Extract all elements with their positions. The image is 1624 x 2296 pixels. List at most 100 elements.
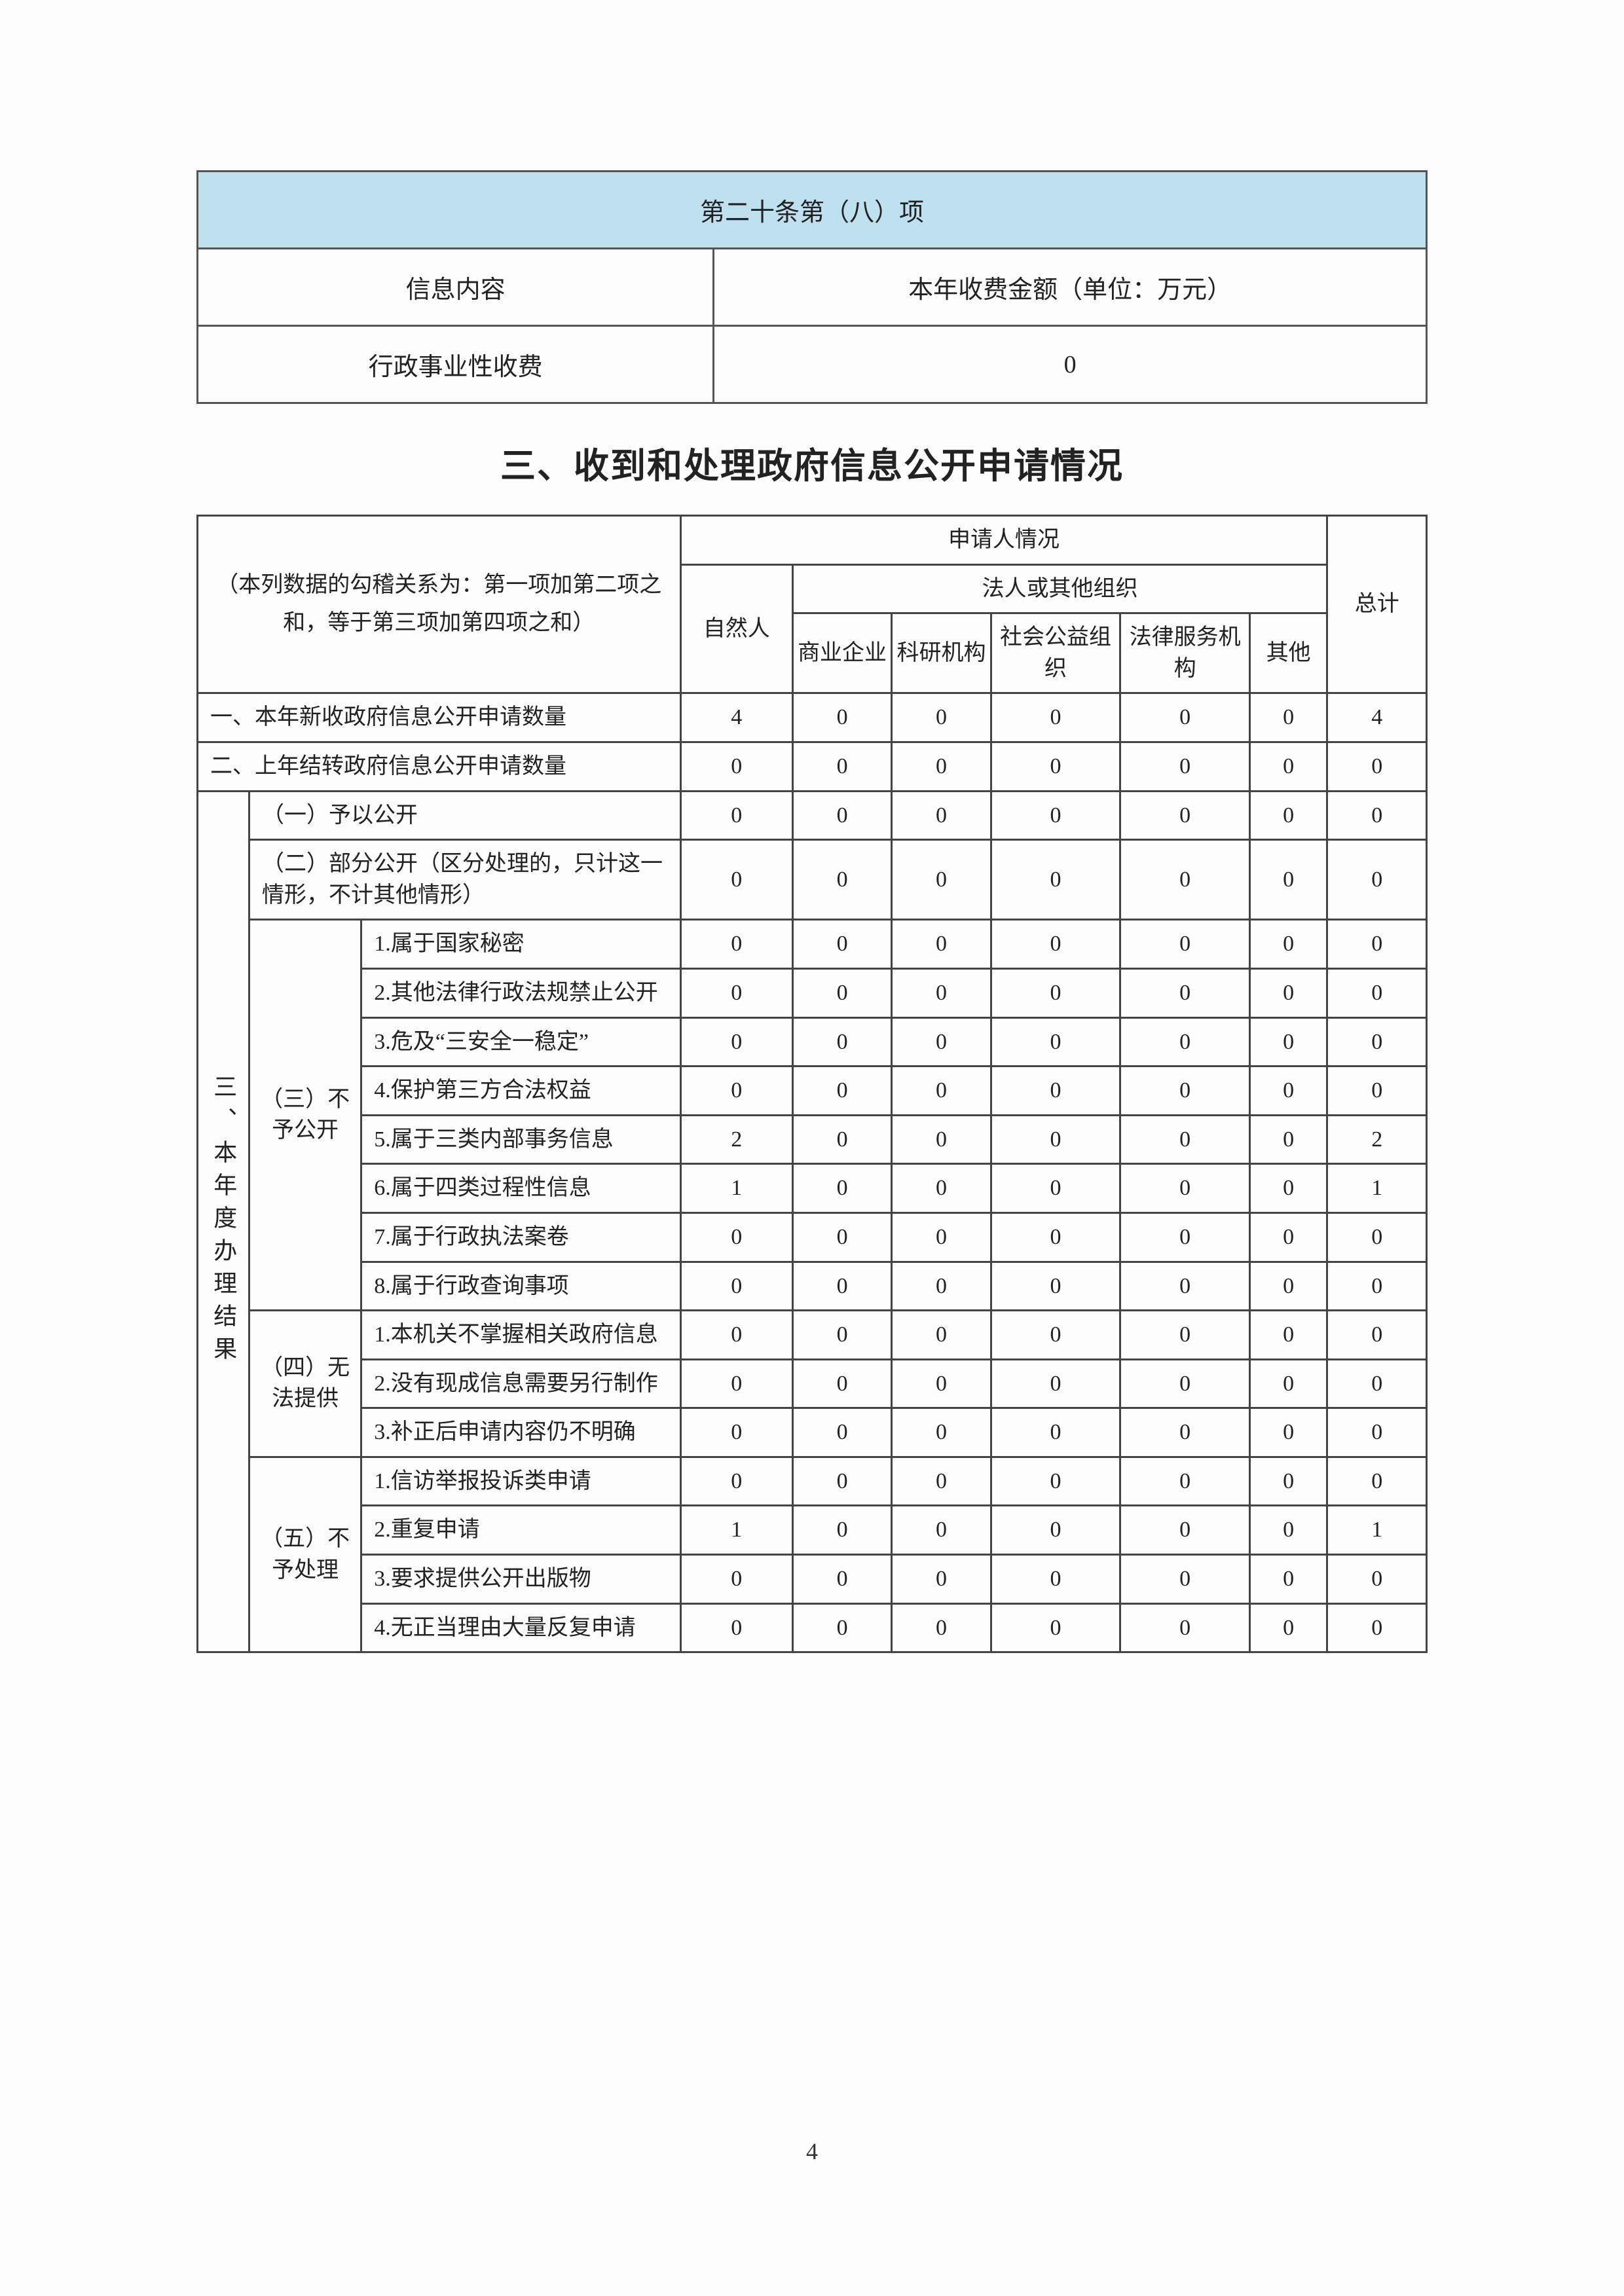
sub5-item: 2.重复申请 [361,1506,680,1555]
hdr-legal-svc: 法律服务机构 [1120,613,1250,693]
hdr-natural: 自然人 [680,564,792,693]
cell: 0 [892,1212,991,1262]
cell: 0 [792,1359,891,1408]
cell: 0 [892,1555,991,1604]
table-row: 一、本年新收政府信息公开申请数量 4 0 0 0 0 0 4 [198,693,1427,742]
cell: 0 [792,742,891,791]
cell: 0 [792,1603,891,1652]
table-row: 信息内容 本年收费金额（单位：万元） [198,249,1427,326]
cell: 0 [792,791,891,840]
cell: 0 [680,1555,792,1604]
cell: 0 [991,1115,1120,1164]
cell: 0 [792,1408,891,1457]
cell: 0 [1249,791,1327,840]
cell: 0 [792,1212,891,1262]
hdr-total: 总计 [1327,516,1427,693]
cell: 0 [892,1311,991,1360]
cell: 0 [680,1262,792,1311]
sec3-label: 三、本年度办理结果 [198,791,249,1652]
sub5-label: （五）不予处理 [249,1457,361,1652]
cell: 0 [792,1115,891,1164]
cell: 0 [680,1212,792,1262]
cell: 0 [1327,1457,1427,1506]
cell: 0 [991,1164,1120,1213]
cell: 0 [1120,1457,1250,1506]
cell: 0 [991,742,1120,791]
table-row: 4.保护第三方合法权益 0 0 0 0 0 0 0 [198,1066,1427,1116]
cell: 0 [792,1164,891,1213]
cell: 0 [1120,742,1250,791]
cell: 0 [1249,1457,1327,1506]
cell: 2 [680,1115,792,1164]
cell: 0 [792,968,891,1017]
cell: 0 [991,1457,1120,1506]
cell: 1 [680,1506,792,1555]
cell: 0 [1249,1408,1327,1457]
cell: 0 [991,1262,1120,1311]
application-table: （本列数据的勾稽关系为：第一项加第二项之和，等于第三项加第四项之和） 申请人情况… [196,515,1428,1653]
cell: 0 [991,968,1120,1017]
cell: 0 [1120,1359,1250,1408]
cell: 0 [680,1066,792,1116]
cell: 0 [680,840,792,920]
cell: 0 [991,1212,1120,1262]
cell: 0 [1249,968,1327,1017]
cell: 0 [991,693,1120,742]
cell: 0 [1120,968,1250,1017]
sub4-item: 3.补正后申请内容仍不明确 [361,1408,680,1457]
cell: 1 [1327,1506,1427,1555]
cell: 0 [991,1359,1120,1408]
fee-table-header: 第二十条第（八）项 [198,172,1427,249]
cell: 0 [892,693,991,742]
cell: 0 [892,742,991,791]
cell: 0 [1120,791,1250,840]
cell: 0 [991,1555,1120,1604]
table-row: 2.重复申请 1 0 0 0 0 0 1 [198,1506,1427,1555]
cell: 0 [1120,1115,1250,1164]
cell: 0 [892,1164,991,1213]
cell: 0 [1327,1212,1427,1262]
table-row: （三）不予公开 1.属于国家秘密 0 0 0 0 0 0 0 [198,920,1427,969]
cell: 2 [1327,1115,1427,1164]
cell: 0 [1327,968,1427,1017]
sub3-item: 5.属于三类内部事务信息 [361,1115,680,1164]
cell: 0 [1249,1603,1327,1652]
table-row: 2.其他法律行政法规禁止公开 0 0 0 0 0 0 0 [198,968,1427,1017]
cell: 0 [792,920,891,969]
table-row: 3.危及“三安全一稳定” 0 0 0 0 0 0 0 [198,1017,1427,1066]
sub2-label: （二）部分公开（区分处理的，只计这一情形，不计其他情形） [249,840,681,920]
table-row: 6.属于四类过程性信息 1 0 0 0 0 0 1 [198,1164,1427,1213]
cell: 0 [991,1506,1120,1555]
sub3-item: 6.属于四类过程性信息 [361,1164,680,1213]
cell: 0 [892,1066,991,1116]
cell: 0 [792,1555,891,1604]
cell: 0 [1249,1311,1327,1360]
sub5-item: 4.无正当理由大量反复申请 [361,1603,680,1652]
cell: 0 [1120,920,1250,969]
cell: 0 [991,1603,1120,1652]
table-row: 二、上年结转政府信息公开申请数量 0 0 0 0 0 0 0 [198,742,1427,791]
sub5-item: 1.信访举报投诉类申请 [361,1457,680,1506]
cell: 0 [680,1408,792,1457]
table-row: （二）部分公开（区分处理的，只计这一情形，不计其他情形） 0 0 0 0 0 0… [198,840,1427,920]
cell: 0 [1120,1164,1250,1213]
sub4-item: 1.本机关不掌握相关政府信息 [361,1311,680,1360]
sub4-label: （四）无法提供 [249,1311,361,1457]
cell: 0 [1249,1066,1327,1116]
sub3-item: 3.危及“三安全一稳定” [361,1017,680,1066]
cell: 0 [1249,920,1327,969]
cell: 0 [1249,1262,1327,1311]
cell: 0 [680,1603,792,1652]
cell: 0 [1327,1066,1427,1116]
document-page: 第二十条第（八）项 信息内容 本年收费金额（单位：万元） 行政事业性收费 0 三… [0,0,1624,2296]
cell: 0 [792,1506,891,1555]
cell: 0 [1327,1262,1427,1311]
cell: 0 [1249,1555,1327,1604]
table-row: 4.无正当理由大量反复申请 0 0 0 0 0 0 0 [198,1603,1427,1652]
sub4-item: 2.没有现成信息需要另行制作 [361,1359,680,1408]
cell: 1 [680,1164,792,1213]
cell: 0 [892,1506,991,1555]
cell: 0 [991,920,1120,969]
sub3-item: 1.属于国家秘密 [361,920,680,969]
cell: 0 [680,742,792,791]
